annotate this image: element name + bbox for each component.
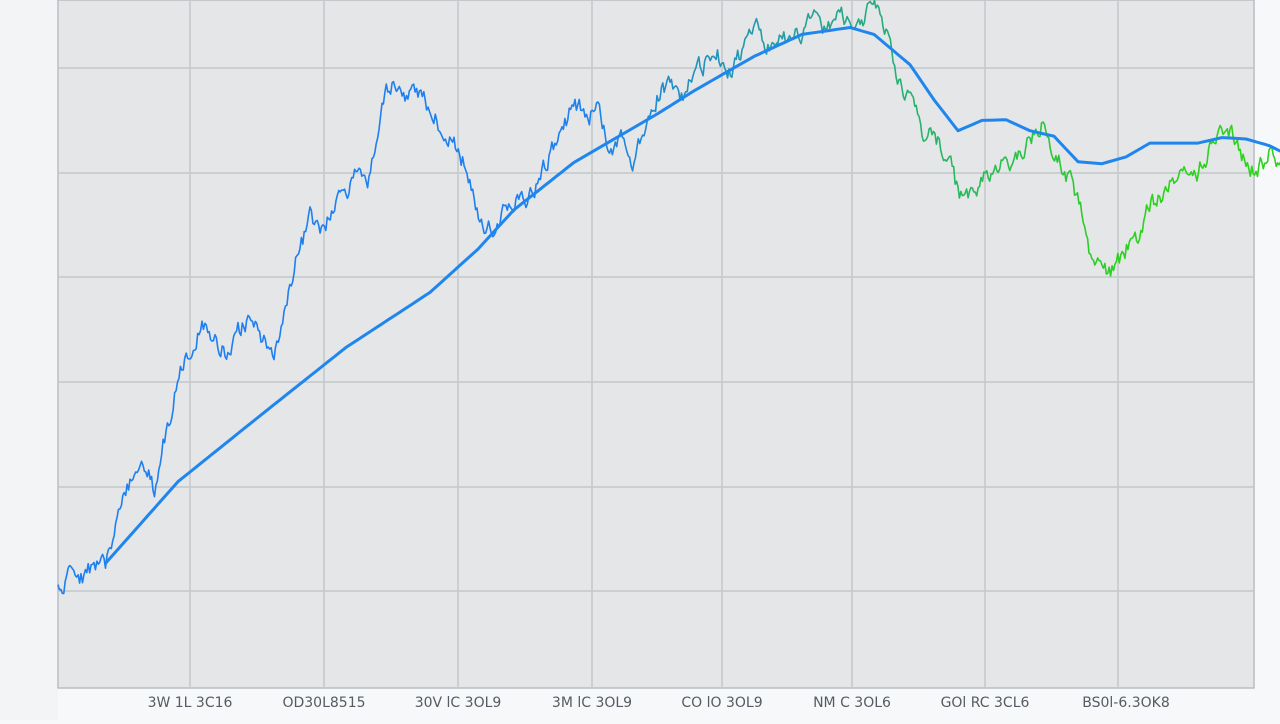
- x-tick-label: 3M lC 3OL9: [552, 695, 632, 711]
- x-tick-label: OD30L8515: [282, 695, 365, 711]
- trend-series-line: [104, 26, 1280, 565]
- x-tick-label: GOl RC 3CL6: [941, 695, 1030, 711]
- x-tick-label: CO lO 3OL9: [681, 695, 762, 711]
- series-group: [57, 0, 1280, 595]
- x-tick-label: 3W 1L 3C16: [148, 695, 233, 711]
- price-series-line: [57, 0, 1280, 595]
- gridlines: [58, 0, 1254, 688]
- x-tick-label: 30V lC 3OL9: [415, 695, 502, 711]
- x-tick-label: BS0l-6.3OK8: [1082, 695, 1169, 711]
- x-tick-label: NM C 3OL6: [813, 695, 891, 711]
- x-axis-tick-labels: 3W 1L 3C16 OD30L8515 30V lC 3OL9 3M lC 3OL9…: [148, 695, 1170, 711]
- left-margin-strip: [0, 0, 58, 720]
